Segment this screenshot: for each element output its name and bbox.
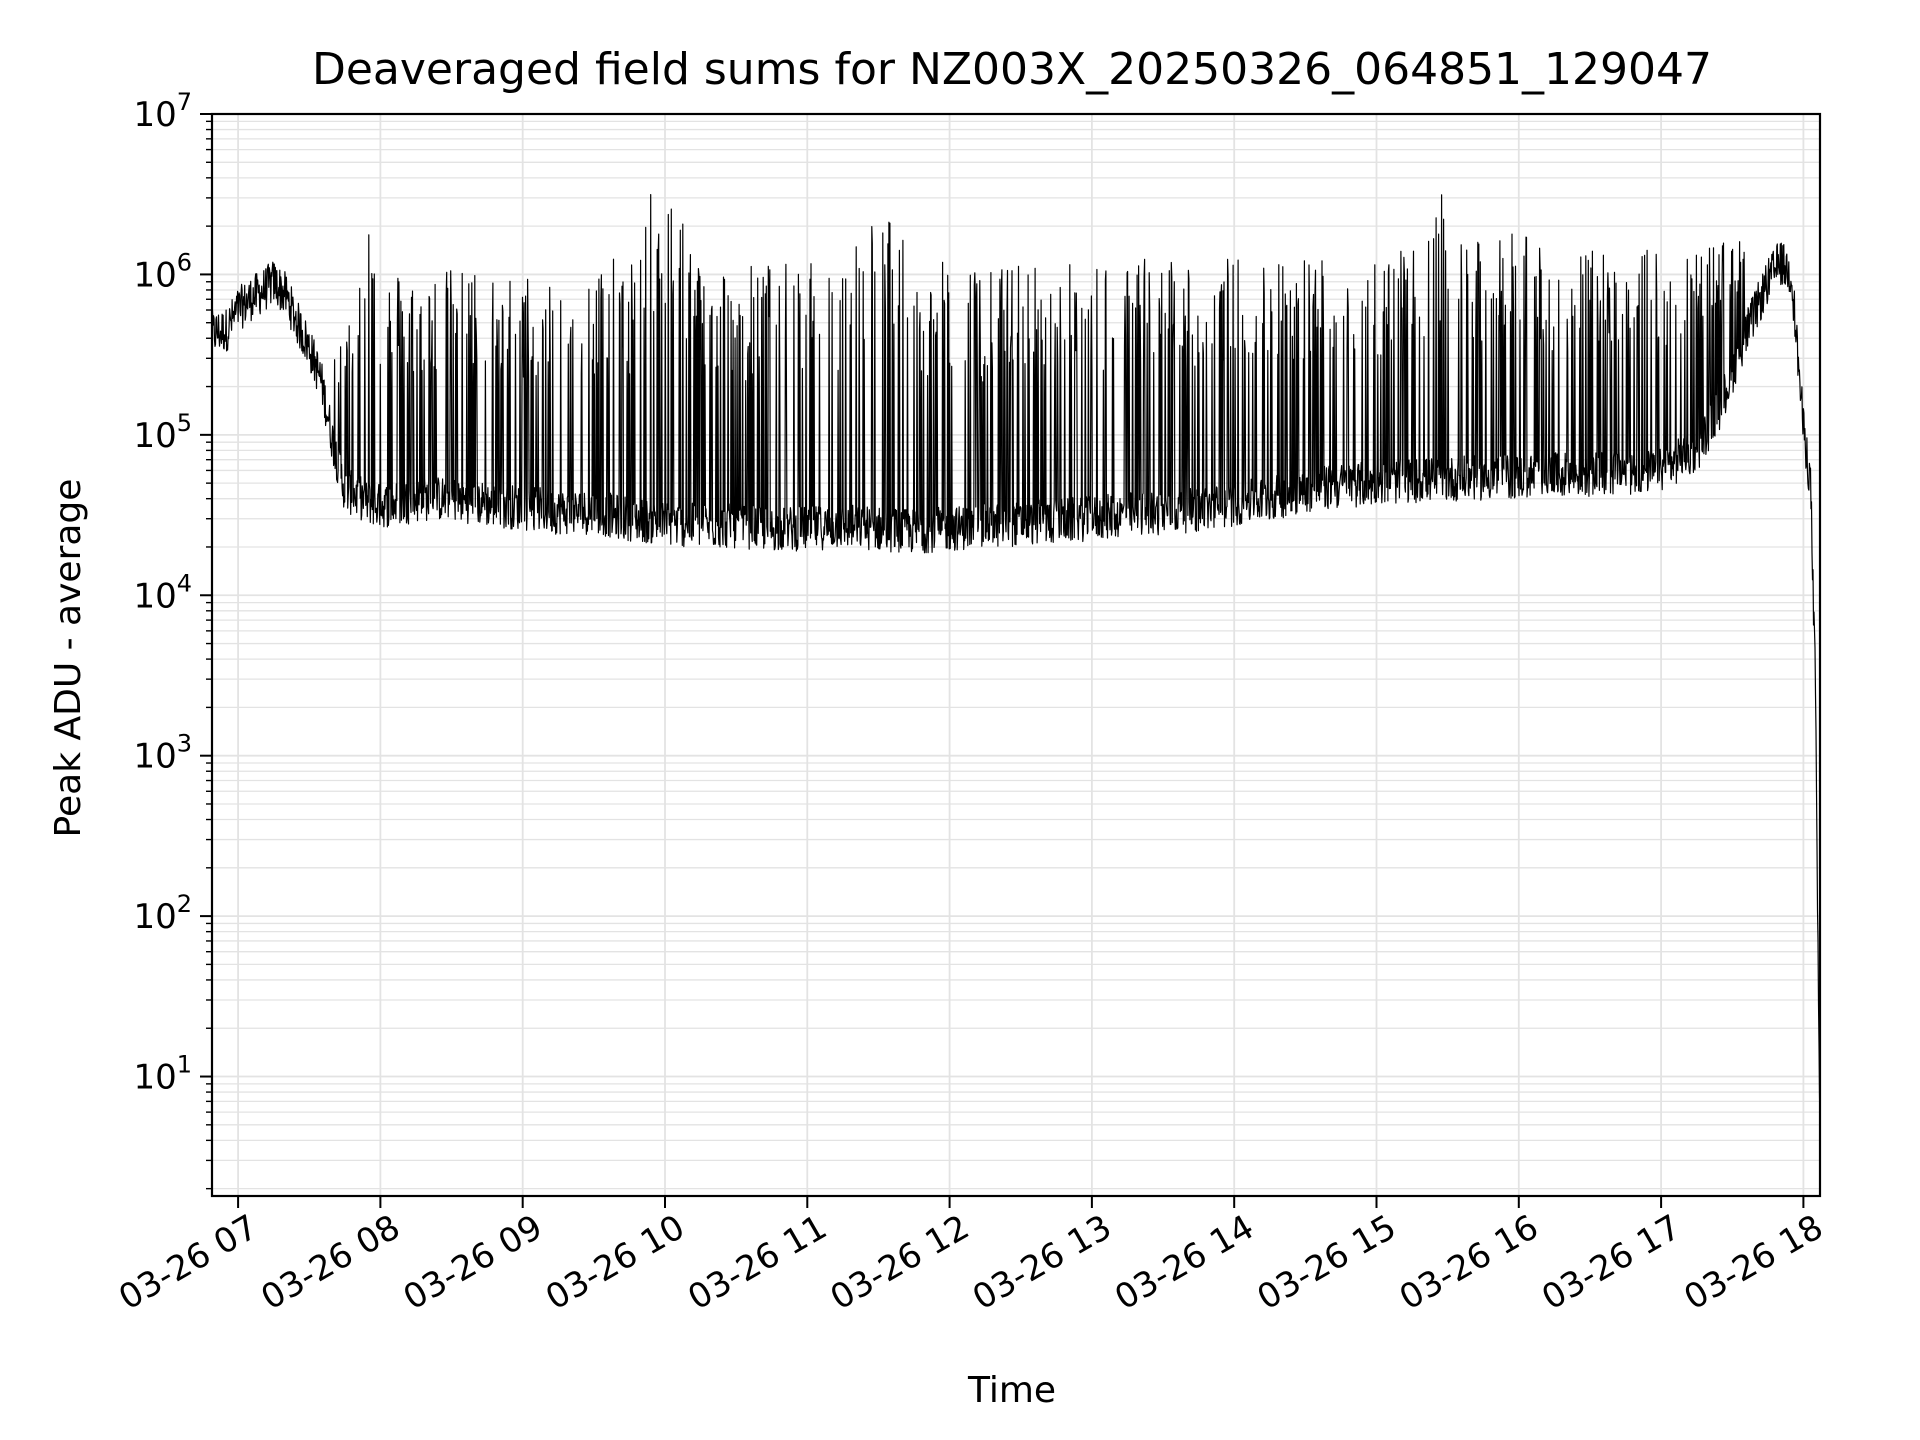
- y-tick-labels: 101 102 103 104 105 106 107: [133, 88, 192, 1098]
- y-tick-label: 101: [133, 1051, 192, 1098]
- x-axis-title: Time: [967, 1370, 1056, 1411]
- y-tick-label: 104: [133, 569, 192, 616]
- y-tick-label: 106: [133, 248, 192, 295]
- y-tick-label: 107: [133, 88, 192, 135]
- tick-layer: [200, 113, 1805, 1208]
- y-tick-label: 102: [133, 890, 192, 937]
- y-axis-title: Peak ADU - average: [48, 479, 89, 838]
- plot-frame: [210, 112, 1822, 1198]
- line-layer: [211, 194, 1821, 1127]
- grid-layer: [212, 113, 1820, 1196]
- y-tick-label: 105: [133, 409, 192, 456]
- chart-title: Deaveraged field sums for NZ003X_2025032…: [312, 44, 1712, 95]
- y-tick-label: 103: [133, 730, 192, 777]
- series-line: [211, 194, 1821, 1127]
